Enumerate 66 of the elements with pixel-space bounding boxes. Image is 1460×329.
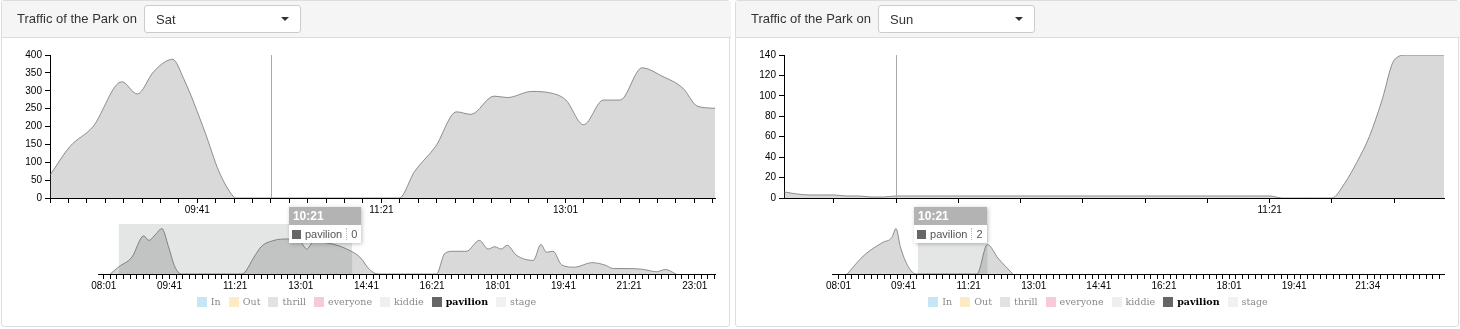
legend-label: Out	[242, 296, 261, 307]
y-tick-label: 0	[36, 191, 43, 203]
chart-subtitle: Sat	[156, 12, 176, 27]
y-tick-label: 60	[764, 130, 777, 142]
y-tick-label: 100	[25, 156, 43, 167]
x-tick-label: 13:01	[1021, 279, 1047, 291]
legend-label: stage	[510, 296, 537, 307]
chart-subtitle: Sun	[890, 12, 914, 27]
x-tick-label: 21:21	[616, 279, 643, 291]
annotation: 0	[346, 228, 362, 240]
x-tick-label: 11:21	[222, 279, 248, 291]
x-tick-label: 13:01	[552, 203, 579, 215]
legend-label: pavilion	[930, 228, 968, 240]
y-tick-label: 300	[25, 84, 43, 96]
legend-label: everyone	[328, 296, 373, 307]
x-tick-label: 16:21	[419, 279, 446, 291]
legend-label: In	[942, 296, 953, 307]
x-tick-label: 19:41	[1281, 279, 1308, 291]
x-tick-label: 14:41	[353, 279, 380, 291]
y-tick-label: 140	[759, 48, 777, 60]
x-tick-label: 18:01	[485, 279, 511, 291]
dropdown: Sat	[144, 5, 301, 33]
y-tick-label: 80	[764, 110, 777, 122]
tooltip: 10:21 pavilion 2	[914, 207, 987, 243]
y-tick-label: 50	[30, 173, 43, 185]
chart-title: Traffic of the Park on	[751, 11, 871, 26]
y-tick-label: 100	[759, 89, 777, 101]
legend-label: thrill	[1013, 296, 1038, 307]
x-tick-label: 18:01	[1216, 279, 1243, 291]
legend-label: pavilion	[304, 228, 343, 240]
x-tick-label: 11:21	[369, 203, 394, 215]
y-tick-label: 20	[764, 171, 777, 183]
legend-label: kiddie	[394, 296, 424, 307]
y-tick-label: 40	[764, 150, 777, 162]
x-tick-label: 16:21	[1151, 279, 1177, 291]
chart-title: Traffic of the Park on	[17, 11, 137, 26]
tooltip: 10:21 pavilion 0	[288, 207, 362, 243]
y-tick-label: 250	[25, 102, 43, 114]
legend-label: Out	[974, 296, 992, 307]
y-tick-label: 0	[770, 191, 777, 203]
legend-label: everyone	[1059, 296, 1104, 307]
annotation: 2	[971, 228, 987, 240]
legend-label: kiddie	[1125, 296, 1156, 307]
legend-label: thrill	[282, 296, 307, 307]
x-tick-label: 14:41	[1086, 279, 1112, 291]
y-tick-label: 150	[25, 138, 43, 150]
dropdown: Sun	[878, 5, 1035, 33]
y-tick-label: 350	[25, 66, 43, 78]
legend-label: stage	[1241, 296, 1268, 307]
x-tick-label: 09:41	[156, 279, 183, 291]
x-tick-label: 09:41	[184, 203, 211, 215]
y-tick-label: 400	[25, 48, 43, 60]
x-tick-label: 08:01	[825, 279, 852, 291]
x-tick-label: 21:34	[1355, 279, 1381, 291]
y-tick-label: 120	[759, 69, 777, 81]
legend-label: pavilion	[445, 296, 489, 307]
x-tick-label: 11:21	[956, 279, 982, 291]
x-tick-label: 19:41	[550, 279, 577, 291]
y-tick-label: 200	[25, 120, 43, 132]
x-tick-label: 11:21	[1257, 203, 1283, 215]
x-tick-label: 13:01	[288, 279, 314, 291]
x-tick-label: 09:41	[891, 279, 917, 291]
x-tick-label: 08:01	[91, 279, 117, 291]
x-tick-label: 23:01	[682, 279, 708, 291]
legend-label: pavilion	[1177, 296, 1220, 307]
legend-label: In	[210, 296, 221, 307]
